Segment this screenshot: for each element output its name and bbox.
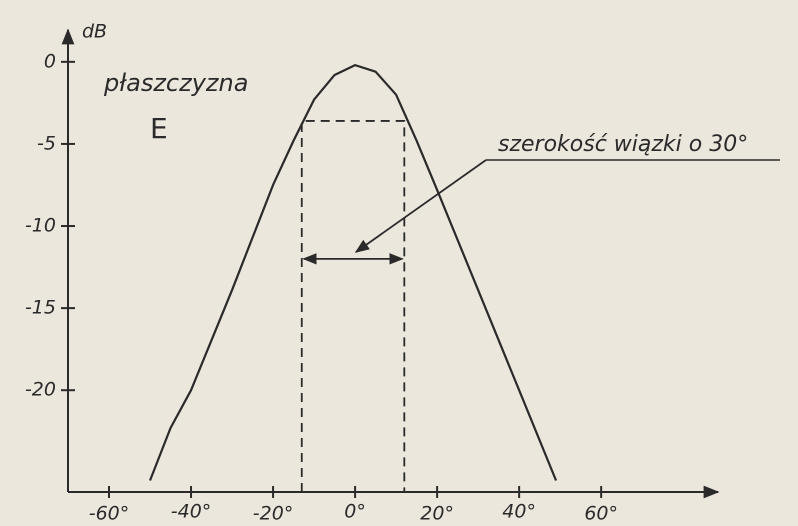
beam-label: szerokość wiązki o 30° (498, 132, 748, 157)
x-tick-label: -40° (171, 501, 212, 523)
x-tick-label: -60° (89, 503, 130, 525)
x-tick-label: 0° (344, 501, 366, 523)
y-tick-label: -15 (25, 297, 56, 319)
line (150, 65, 556, 480)
annotation: płaszczyzna (103, 69, 248, 97)
chart: dB płaszczyzna E szerokość wiązki o 30° … (0, 0, 798, 526)
x-tick-label: 40° (502, 501, 536, 523)
page: {"chart_data": {"type": "line", "y_label… (0, 0, 798, 526)
y-tick-label: -20 (25, 379, 56, 401)
beam-box (302, 121, 405, 492)
x-tick-label: 20° (420, 503, 454, 525)
y-tick-label: -5 (37, 132, 56, 154)
y-tick-label: 0 (44, 50, 56, 72)
annotation: E (150, 112, 168, 145)
y-tick-label: -10 (25, 215, 56, 237)
y-axis-label: dB (82, 21, 107, 43)
leader-arrow (356, 160, 486, 252)
x-tick-label: 60° (584, 503, 618, 525)
x-tick-label: -20° (253, 503, 294, 525)
